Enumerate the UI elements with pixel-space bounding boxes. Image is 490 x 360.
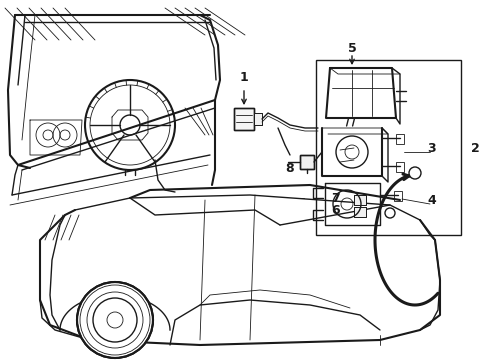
Bar — [300, 155, 314, 169]
Bar — [234, 108, 254, 130]
Bar — [234, 108, 254, 130]
Circle shape — [77, 282, 153, 358]
Text: 8: 8 — [286, 162, 294, 175]
Circle shape — [409, 167, 421, 179]
Bar — [354, 195, 366, 205]
Circle shape — [385, 208, 395, 218]
Bar — [354, 207, 366, 217]
Bar — [354, 207, 366, 217]
Bar — [396, 162, 404, 172]
Bar — [354, 195, 366, 205]
Bar — [300, 155, 314, 169]
Bar — [394, 191, 402, 201]
Bar — [254, 113, 262, 125]
Bar — [316, 60, 461, 235]
Text: 4: 4 — [428, 194, 437, 207]
Text: 7: 7 — [332, 192, 341, 204]
Text: 1: 1 — [240, 71, 248, 84]
Text: 5: 5 — [347, 41, 356, 54]
Text: 3: 3 — [428, 141, 436, 154]
Bar — [254, 113, 262, 125]
Text: 6: 6 — [332, 203, 341, 216]
Bar — [396, 134, 404, 144]
Text: 2: 2 — [470, 141, 479, 154]
